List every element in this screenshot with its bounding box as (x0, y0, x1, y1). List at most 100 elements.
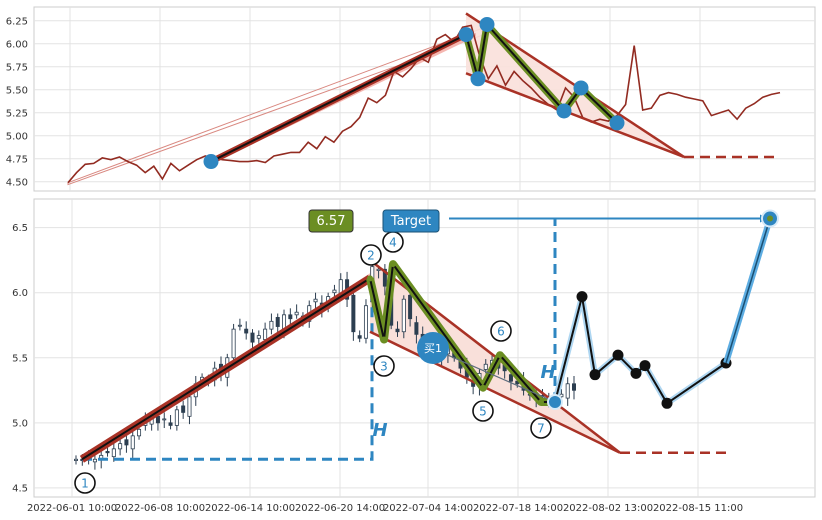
candle-body (124, 439, 129, 446)
candle-body (508, 374, 513, 382)
candle-body (250, 332, 255, 343)
candle-body (162, 418, 167, 421)
pattern-point-label: 6 (497, 325, 505, 339)
candle-body (363, 305, 368, 339)
top-y-tick-label: 5.50 (6, 85, 28, 96)
top-y-tick-label: 5.00 (6, 131, 28, 142)
top-grid (34, 7, 815, 191)
x-tick-label: 2022-06-01 10:00 (27, 503, 117, 514)
bottom-y-tick-label: 5.5 (12, 353, 28, 364)
h-measure-left (82, 279, 374, 461)
candle-body (483, 363, 488, 370)
candle-body (565, 383, 570, 399)
value-box: 6.57 (308, 209, 354, 233)
bottom-y-tick-label: 6.0 (12, 288, 28, 299)
pattern-point-label: 5 (479, 405, 487, 419)
buy-marker-label: 买1 (424, 342, 442, 355)
candle-body (263, 328, 268, 340)
candle-body (288, 314, 293, 320)
candle-body (118, 443, 123, 450)
bottom-pattern-vertex (538, 399, 544, 406)
top-leg-1 (210, 33, 467, 163)
pattern-point-ring (74, 472, 96, 494)
pattern-point-label: 2 (367, 249, 375, 263)
candle-body (408, 294, 413, 320)
projection-dot (589, 369, 601, 381)
top-y-tick-label: 4.75 (6, 154, 28, 165)
candle-body (351, 294, 356, 333)
projection-dot (661, 397, 673, 409)
candle-body (357, 335, 362, 339)
candle-body (395, 328, 400, 333)
top-pattern-dot (573, 80, 589, 96)
pattern-point-ring (490, 320, 512, 342)
x-tick-label: 2022-08-02 13:00 (563, 503, 653, 514)
pattern-point-ring (530, 417, 552, 439)
top-pattern-dot (609, 115, 625, 131)
axis-layer: 4.50 4.75 5.00 5.25 5.50 5.75 6.00 6.25 4.5 5.0 5.… (6, 16, 743, 514)
pattern-point-label: 3 (380, 360, 388, 374)
candle-body (92, 458, 97, 463)
candle-body (332, 289, 337, 294)
h-label-right: H (540, 362, 555, 383)
candle-body (130, 435, 135, 450)
candle-body (168, 422, 173, 426)
bottom-pattern-vertex (497, 352, 503, 359)
breakout-dot (547, 394, 563, 411)
candle-body (137, 428, 142, 437)
candle-body (244, 328, 249, 334)
candle-body (181, 405, 186, 413)
top-pattern-dot (470, 71, 486, 87)
candle-body (382, 268, 387, 287)
candle-body (269, 320, 274, 330)
top-zigzag (465, 22, 618, 124)
buy-marker: 买1 (417, 332, 449, 364)
candle-body (313, 298, 318, 303)
target-dot-core (767, 215, 773, 222)
top-y-tick-label: 6.00 (6, 39, 28, 50)
bottom-pattern-vertex (381, 336, 387, 343)
x-tick-label: 2022-06-14 10:00 (205, 503, 295, 514)
bottom-pattern-vertex (390, 261, 396, 268)
pattern-point-ring (472, 400, 494, 422)
projection-dot (576, 291, 588, 303)
candle-body (155, 415, 160, 424)
candle-body (401, 298, 406, 333)
top-pattern-dot (203, 154, 219, 170)
x-tick-label: 2022-07-18 14:00 (473, 503, 563, 514)
top-chart-layer (67, 12, 781, 186)
projection-dot (630, 367, 642, 379)
projection-path (554, 296, 727, 405)
candle-body (237, 324, 242, 327)
projection-dot (639, 360, 651, 372)
bottom-lower-trendline (369, 330, 621, 454)
top-pattern-dot (458, 27, 474, 43)
value-box-label: 6.57 (317, 214, 346, 229)
pattern-point-label: 4 (389, 236, 397, 250)
candle-body (376, 268, 381, 271)
target-box: Target (382, 209, 440, 233)
bottom-chart-layer: 1 2 3 4 5 6 7 (74, 209, 779, 494)
pattern-point-label: 1 (81, 477, 89, 491)
x-tick-label: 2022-08-15 11:00 (653, 503, 743, 514)
target-box-label: Target (390, 214, 431, 229)
top-y-tick-label: 5.75 (6, 62, 28, 73)
candle-body (294, 311, 299, 316)
candle-body (231, 328, 236, 359)
top-pattern-dot (556, 103, 572, 119)
candle-body (256, 335, 261, 339)
h-label-left: H (372, 420, 387, 441)
projection-dot (612, 349, 624, 361)
top-lower-trendline (465, 72, 685, 159)
candle-body (414, 322, 419, 335)
bottom-y-tick-label: 6.5 (12, 223, 28, 234)
x-tick-label: 2022-07-04 14:00 (383, 503, 473, 514)
x-tick-label: 2022-06-08 10:00 (115, 503, 205, 514)
candle-body (187, 396, 192, 417)
candle-body (74, 458, 79, 461)
x-tick-label: 2022-06-20 14:00 (295, 503, 385, 514)
top-y-tick-label: 5.25 (6, 108, 28, 119)
bottom-pattern-vertex (367, 275, 373, 282)
pattern-point-label: 7 (537, 422, 545, 436)
